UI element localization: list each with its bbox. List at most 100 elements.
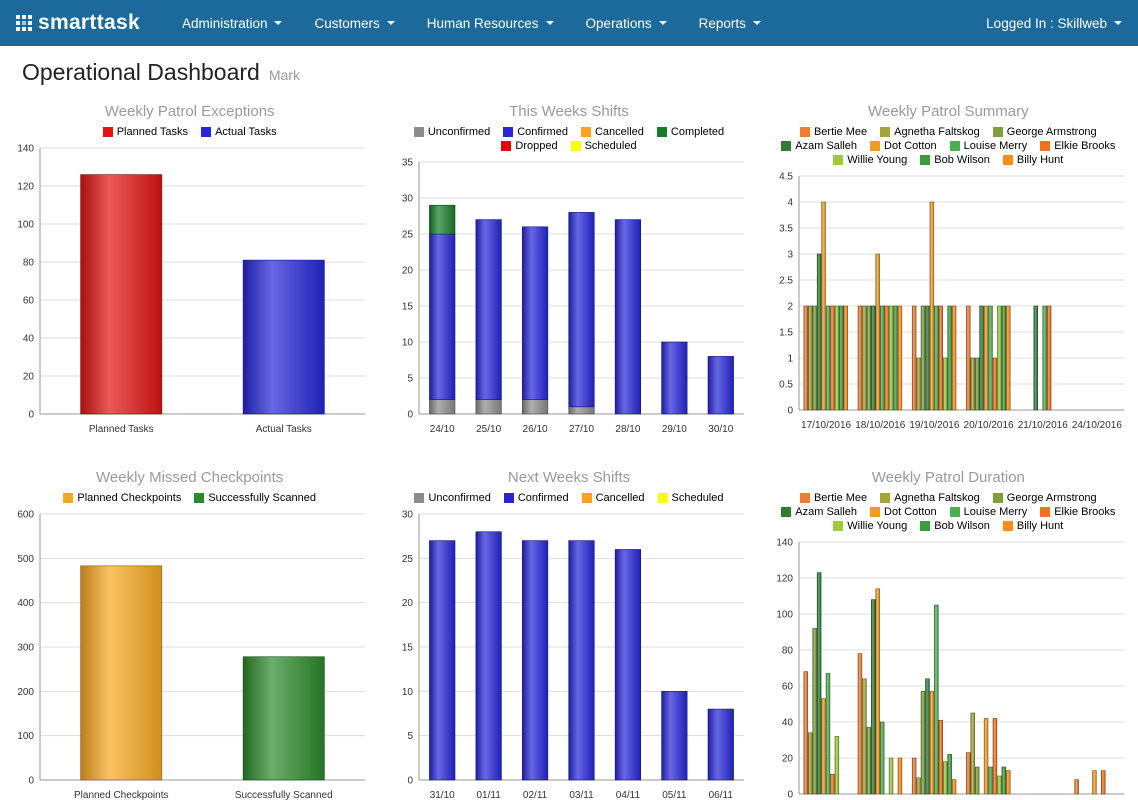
svg-text:0: 0 [28,410,34,421]
legend-item: George Armstrong [992,126,1097,138]
chart-svg: 0 5 10 15 20 25 30 31/10 01/11 02/11 03/11 04/11 05/… [402,510,745,800]
chart-panel-weekly-missed-checkpoints: Weekly Missed Checkpoints Planned Checkp… [0,460,379,800]
svg-text:20: 20 [23,372,35,383]
svg-text:0: 0 [28,776,34,787]
svg-text:100: 100 [776,610,793,621]
legend-item: Dot Cotton [870,140,937,152]
legend-swatch [1002,521,1013,531]
chart-title: Weekly Patrol Exceptions [104,103,275,120]
svg-text:19/10/2016: 19/10/2016 [909,420,959,431]
svg-text:200: 200 [17,687,34,698]
svg-text:35: 35 [402,158,414,169]
svg-text:25: 25 [402,230,414,241]
svg-text:0: 0 [408,410,414,421]
chevron-down-icon [752,21,761,25]
legend-item: Willie Young [833,154,907,166]
chevron-down-icon [658,21,667,25]
smarttask-brand[interactable]: smarttask [16,11,140,35]
svg-text:140: 140 [17,144,34,155]
legend-swatch [656,127,667,137]
legend-item: Successfully Scanned [194,492,316,504]
svg-text:0.5: 0.5 [779,380,793,391]
svg-text:60: 60 [23,296,35,307]
legend-swatch [949,507,960,517]
svg-text:06/11: 06/11 [709,790,734,800]
legend-item: Cancelled [580,126,644,138]
svg-text:Actual Tasks: Actual Tasks [256,424,312,435]
legend-swatch [880,127,891,137]
legend-swatch [580,127,591,137]
legend-swatch [413,127,424,137]
svg-text:3: 3 [787,250,793,261]
svg-text:300: 300 [17,643,34,654]
menu-customers[interactable]: Customers [298,7,410,40]
chart-svg: 0 100 200 300 400 500 600 Planned Checkpoints Su… [17,510,365,800]
legend-item: Planned Checkpoints [63,492,181,504]
svg-text:Planned Tasks: Planned Tasks [89,424,154,435]
chart-canvas: 0 100 200 300 400 500 600 Planned Checkpoints Su… [4,506,375,800]
legend-swatch [414,493,425,503]
legend-swatch [880,493,891,503]
menu-administration[interactable]: Administration [166,7,299,40]
legend-item: Actual Tasks [201,126,277,138]
menu-reports[interactable]: Reports [683,7,777,40]
legend-swatch [503,493,514,503]
chart-legend: Unconfirmed Confirmed Cancelled Completed Dr… [393,126,745,152]
svg-text:15: 15 [402,302,414,313]
menu-human-resources[interactable]: Human Resources [411,7,570,40]
svg-text:31/10: 31/10 [430,790,455,800]
legend-item: Agnetha Faltskog [880,126,980,138]
legend-item: Elkie Brooks [1040,506,1115,518]
legend-item: Azam Salleh [781,140,857,152]
svg-text:80: 80 [23,258,35,269]
legend-item: Completed [656,126,724,138]
logged-in-menu[interactable]: Logged In : Skillweb [986,16,1122,31]
svg-text:02/11: 02/11 [523,790,548,800]
chart-svg: 0 0.5 1 1.5 2 2.5 3 3.5 4 4.5 17/10/2016 18/10/2016… [779,172,1124,431]
legend-item: Scheduled [657,492,724,504]
legend-item: Willie Young [833,520,907,532]
page-subtitle: Mark [268,67,300,83]
svg-text:30: 30 [402,510,414,521]
svg-text:Successfully Scanned: Successfully Scanned [235,790,333,800]
svg-text:4: 4 [787,198,793,209]
legend-swatch [870,507,881,517]
legend-swatch [799,127,810,137]
svg-text:500: 500 [17,554,34,565]
chart-title: Next Weeks Shifts [507,469,631,486]
legend-item: Bob Wilson [920,154,990,166]
legend-item: George Armstrong [992,492,1097,504]
chart-legend: Planned Tasks Actual Tasks [102,126,277,138]
svg-text:80: 80 [782,646,794,657]
chart-legend: Bertie Mee Agnetha Faltskog George Armstro… [772,126,1124,166]
svg-text:04/11: 04/11 [616,790,641,800]
svg-text:140: 140 [776,538,793,549]
main-menu: Administration Customers Human Resources… [166,7,986,40]
svg-text:18/10/2016: 18/10/2016 [855,420,905,431]
svg-text:2: 2 [787,302,793,313]
svg-text:20: 20 [782,754,794,765]
legend-item: Billy Hunt [1002,154,1063,166]
svg-text:27/10: 27/10 [569,424,594,435]
legend-swatch [1040,141,1051,151]
chart-svg: 02040608010012014017/10/201618/10/201619… [776,538,1124,800]
svg-text:03/11: 03/11 [570,790,595,800]
chart-legend: Unconfirmed Confirmed Cancelled Scheduled [414,492,724,504]
chart-panel-this-weeks-shifts: This Weeks Shifts Unconfirmed Confirmed Ca… [379,94,758,460]
svg-text:2.5: 2.5 [779,276,793,287]
legend-item: Elkie Brooks [1040,140,1115,152]
legend-item: Agnetha Faltskog [880,492,980,504]
menu-operations[interactable]: Operations [570,7,683,40]
legend-swatch [201,127,212,137]
svg-text:4.5: 4.5 [779,172,793,183]
legend-swatch [870,141,881,151]
legend-swatch [570,141,581,151]
chevron-down-icon [1114,21,1122,25]
legend-item: Confirmed [503,492,569,504]
legend-item: Bertie Mee [799,126,867,138]
legend-swatch [102,127,113,137]
legend-swatch [949,141,960,151]
svg-text:20: 20 [402,598,414,609]
svg-text:5: 5 [408,374,414,385]
chart-svg: 0 5 10 15 20 25 30 35 24/10 25/10 26/10 27/10 28/10 2… [402,158,745,435]
